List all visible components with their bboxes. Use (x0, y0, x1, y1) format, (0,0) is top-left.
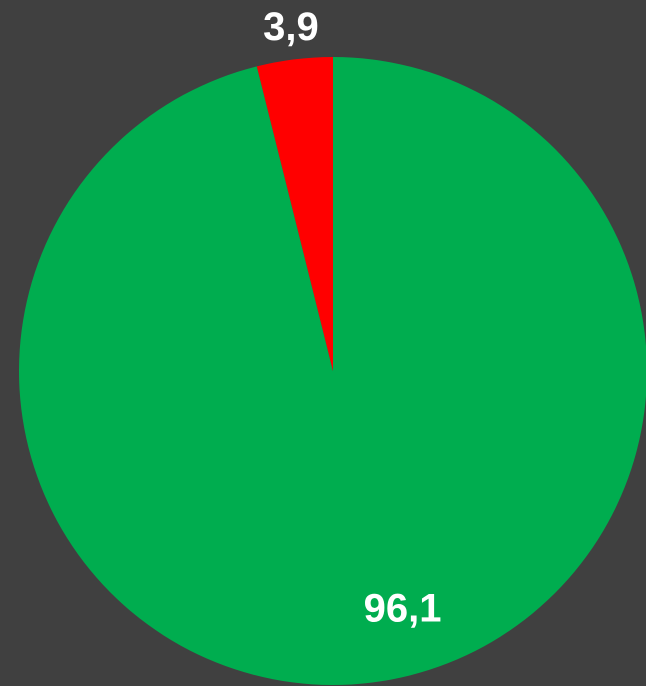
data-label: 3,9 (263, 5, 319, 49)
data-label: 96,1 (364, 587, 442, 631)
pie-slice (19, 57, 646, 685)
pie-slice (256, 57, 333, 371)
